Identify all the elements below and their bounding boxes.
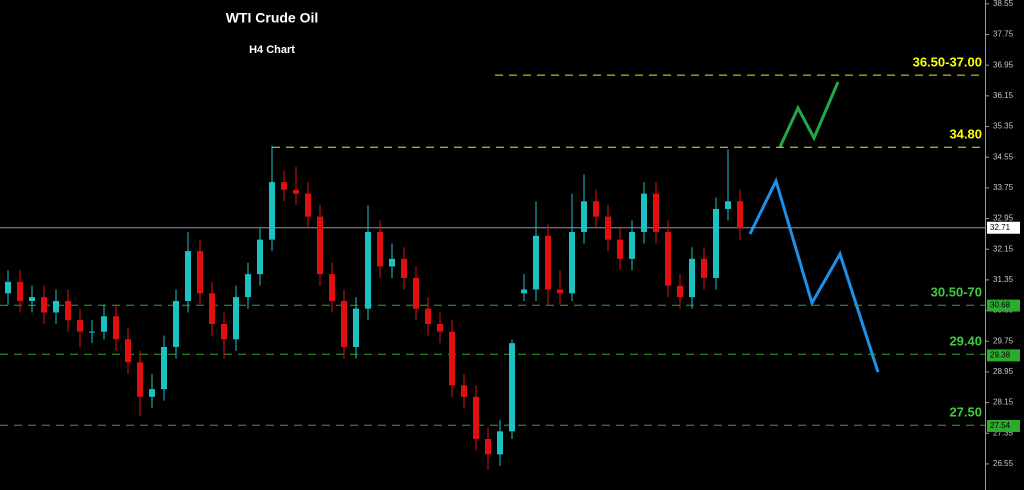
candle-body [29,297,35,301]
level-label: 36.50-37.00 [913,55,982,70]
candle-body [41,297,47,313]
candle-body [221,323,227,340]
candle-body [209,293,215,324]
candle-body [137,362,143,397]
current-price-tag [987,221,1020,234]
price-tag [987,299,1020,312]
price-tag-label: 29.38 [990,351,1011,360]
candle-body [677,285,683,298]
y-tick-label: 38.55 [993,0,1014,8]
candle-body [245,274,251,298]
price-tag-label: 30.68 [990,301,1011,310]
candle-body [533,235,539,290]
candle-body [401,258,407,278]
candle-body [389,258,395,267]
y-tick-label: 29.75 [993,336,1014,345]
candle-body [653,193,659,232]
y-tick-label: 26.55 [993,459,1014,468]
candle-body [293,189,299,194]
candle-body [473,396,479,440]
candle-body [197,251,203,294]
candle-body [485,439,491,455]
bearish-projection [748,176,880,373]
candle-body [125,339,131,363]
candle-body [365,231,371,309]
candle-body [545,235,551,290]
candle-body [353,308,359,347]
current-price-label: 32.71 [990,223,1011,232]
candle-body [581,201,587,232]
candle-body [713,208,719,278]
candle-body [257,239,263,275]
candle-body [449,331,455,386]
candle-body [593,201,599,217]
candle-body [725,201,731,209]
y-tick-label: 31.35 [993,275,1014,284]
price-tag [987,419,1020,432]
candle-body [173,300,179,347]
candle-body [641,193,647,232]
candle-body [317,216,323,275]
candle-body [737,201,743,229]
chart-title: WTI Crude Oil [226,10,319,26]
level-label: 30.50-70 [931,285,982,300]
price-tag [987,349,1020,362]
candle-body [17,281,23,301]
candle-body [629,231,635,259]
price-tag-label: 27.54 [990,421,1011,430]
y-tick-label: 28.95 [993,367,1014,376]
candle-body [605,216,611,240]
candle-body [425,308,431,324]
candle-body [185,251,191,301]
y-tick-label: 35.35 [993,122,1014,131]
y-tick-label: 37.75 [993,30,1014,39]
candle-body [689,258,695,298]
y-tick-label: 32.95 [993,214,1014,223]
level-label: 34.80 [949,127,982,142]
candle-body [437,323,443,332]
chart-subtitle: H4 Chart [249,44,295,56]
candle-body [77,320,83,332]
level-label: 29.40 [949,334,982,349]
candle-body [269,182,275,240]
candle-body [557,289,563,294]
candle-body [521,289,527,294]
candle-body [701,258,707,278]
candle-body [377,231,383,267]
candle-body [65,300,71,321]
candle-body [53,300,59,313]
candle-body [665,231,671,286]
candle-body [497,431,503,455]
candle-body [341,300,347,347]
candle-body [101,316,107,332]
y-tick-label: 36.15 [993,91,1014,100]
candle-body [413,277,419,309]
level-label: 27.50 [949,405,982,420]
candle-body [305,193,311,217]
y-tick-label: 33.75 [993,183,1014,192]
bullish-projection [778,81,840,148]
candle-body [5,281,11,294]
candle-body [149,389,155,397]
candle-body [461,385,467,397]
candle-body [329,274,335,301]
candle-body [569,231,575,294]
y-tick-label: 32.15 [993,244,1014,253]
candle-body [509,343,515,432]
y-tick-label: 27.35 [993,428,1014,437]
y-tick-label: 36.95 [993,60,1014,69]
candle-body [113,316,119,340]
candle-body [281,182,287,190]
y-tick-label: 28.15 [993,398,1014,407]
candle-body [233,297,239,340]
candle-body [617,239,623,259]
candle-body [89,331,95,333]
y-tick-label: 34.55 [993,152,1014,161]
candle-body [161,346,167,390]
